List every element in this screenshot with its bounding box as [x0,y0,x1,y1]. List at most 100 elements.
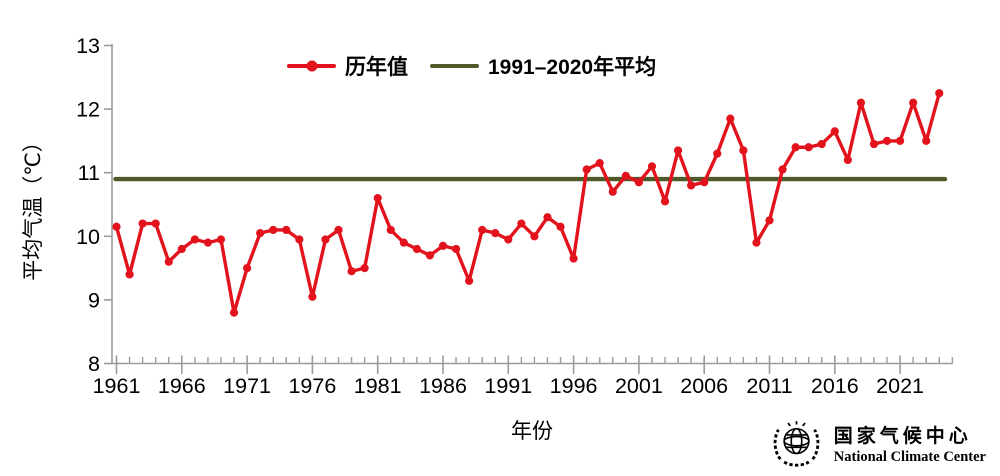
data-point-1968 [203,238,213,247]
data-point-1979 [347,267,356,276]
data-point-1963 [138,219,147,228]
data-point-1972 [256,229,265,238]
data-point-1981 [373,194,382,203]
annual-series-marker [306,60,317,72]
data-point-2024 [935,89,944,98]
y-tick-label: 12 [76,98,100,122]
data-point-1986 [438,241,448,250]
data-point-2001 [634,178,644,187]
x-axis-title: 年份 [511,420,553,443]
annual-series-swatch [287,60,336,72]
data-point-2009 [739,146,748,155]
data-point-1987 [451,244,461,254]
ncc-logo-text: 国家气候中心 National Climate Center [834,421,986,466]
data-point-1982 [386,225,395,235]
data-point-2012 [778,165,787,174]
data-point-1995 [556,222,565,231]
data-point-1997 [582,165,591,174]
x-tick-label: 1981 [354,374,402,398]
x-tick-label: 1991 [484,374,532,398]
data-point-1990 [491,229,500,238]
ncc-name-en: National Climate Center [833,448,986,465]
data-point-1985 [425,251,435,260]
annual-series-line [114,91,941,315]
data-point-1974 [282,225,291,235]
data-point-2008 [726,114,735,123]
data-point-1994 [543,213,552,222]
data-point-1976 [308,292,317,301]
data-point-2013 [791,143,800,152]
data-point-1967 [190,235,199,244]
x-tick-label: 1986 [419,374,467,398]
data-point-1970 [229,308,239,317]
data-point-2015 [817,139,826,149]
data-point-2005 [687,181,696,190]
data-point-1964 [151,219,160,228]
x-tick-label: 1961 [93,374,141,398]
x-tick-label: 2016 [811,374,859,398]
data-point-1999 [608,187,617,196]
legend-item-annual: 历年值 [287,51,408,81]
data-point-2022 [909,98,918,107]
x-tick-label: 1976 [288,374,336,398]
data-point-1989 [478,225,487,235]
x-tick-label: 2011 [746,374,792,398]
data-point-2010 [752,238,761,247]
data-point-2011 [765,216,774,225]
x-tick-label: 1996 [550,374,598,398]
data-point-1961 [112,222,121,231]
chart-legend: 历年值 1991–2020年平均 [287,51,656,81]
data-point-2007 [713,149,722,158]
x-tick-label: 2021 [876,374,924,398]
y-axis-title: 平均气温（℃） [22,131,45,281]
data-point-1971 [243,264,252,273]
data-point-1984 [412,244,421,254]
globe-wreath-icon [773,421,820,467]
data-point-2021 [896,136,905,145]
data-point-1993 [530,232,539,241]
y-tick-label: 9 [88,288,100,312]
data-point-1966 [177,244,186,254]
data-point-2020 [882,136,892,145]
y-tick-label: 11 [78,161,100,185]
data-point-1983 [399,238,408,247]
data-point-1973 [269,225,278,235]
data-point-2000 [621,171,630,180]
x-tick-label: 1971 [223,374,271,398]
data-point-2017 [843,155,852,165]
data-point-1975 [295,235,304,244]
y-tick-label: 13 [76,34,100,58]
y-tick-label: 10 [76,225,100,249]
ncc-logo: 国家气候中心 National Climate Center [768,416,986,470]
y-tick-label: 8 [88,352,100,376]
data-point-2019 [869,139,879,149]
data-point-2014 [804,143,813,152]
data-point-2023 [922,136,931,145]
data-point-1965 [164,257,173,266]
data-point-2006 [700,178,709,187]
data-point-1998 [595,159,604,168]
data-point-1991 [504,235,513,244]
average-line-swatch [430,63,479,69]
data-point-1992 [517,219,526,228]
x-tick-label: 2001 [615,374,663,398]
legend-annual-label: 历年值 [345,56,408,79]
data-point-2018 [856,98,866,107]
data-point-1977 [321,235,330,244]
data-point-1978 [334,225,343,235]
ncc-name-cn: 国家气候中心 [833,425,972,447]
legend-item-average: 1991–2020年平均 [430,51,656,81]
data-point-1988 [465,276,474,285]
x-tick-label: 2006 [680,374,728,398]
data-point-1962 [125,270,134,279]
data-point-1969 [216,235,226,244]
data-point-2016 [830,127,839,136]
legend-average-label: 1991–2020年平均 [488,56,657,79]
data-point-2004 [673,146,683,155]
x-tick-label: 1966 [158,374,206,398]
data-point-2002 [647,162,657,171]
data-point-1980 [360,264,369,273]
data-point-1996 [569,254,578,263]
